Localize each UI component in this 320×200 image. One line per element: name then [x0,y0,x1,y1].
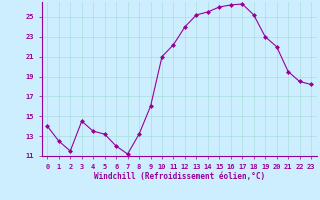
X-axis label: Windchill (Refroidissement éolien,°C): Windchill (Refroidissement éolien,°C) [94,172,265,181]
